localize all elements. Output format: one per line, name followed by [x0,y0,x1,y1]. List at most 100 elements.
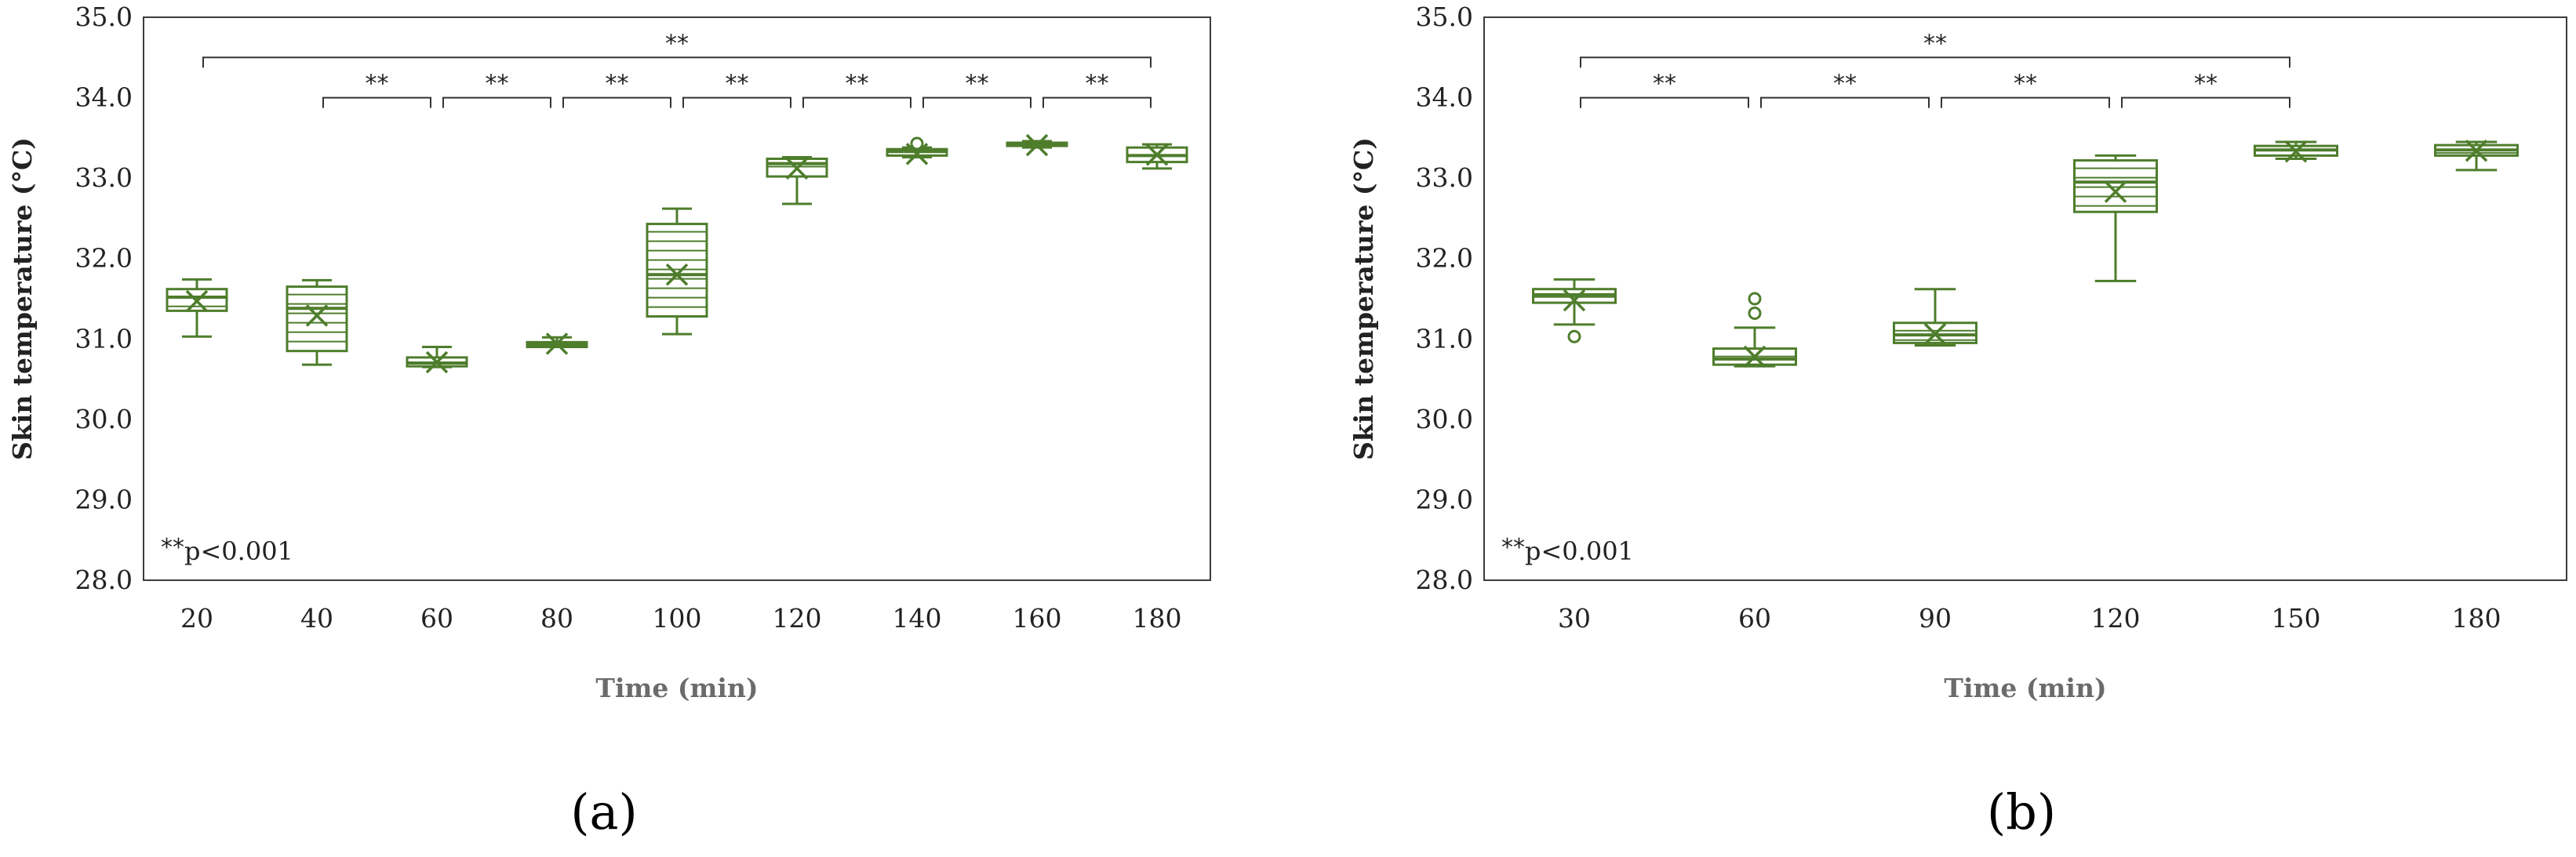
significance-label: ** [1086,71,1109,98]
y-tick-label: 35.0 [1416,2,1473,32]
y-tick-label: 30.0 [1416,404,1473,434]
mean-marker [905,143,929,165]
mean-marker [665,263,689,286]
box-160 [1006,133,1068,157]
mean-marker [2284,140,2308,163]
significance-bracket: ** [682,71,791,108]
note-stars: ** [161,534,184,561]
x-tick-label: 60 [420,603,453,634]
mean-marker [1025,133,1049,157]
bracket-line [1941,96,2110,108]
plot-frame [1483,16,2567,581]
box-150 [2254,140,2338,163]
significance-label: ** [846,71,869,98]
note-stars: ** [1501,534,1525,561]
p-value-note: **p<0.001 [161,534,293,566]
box-180 [1126,143,1188,170]
outlier-point [1748,292,1762,306]
significance-label: ** [1653,71,1676,98]
x-axis-title: Time (min) [1944,673,2106,703]
significance-bracket: ** [442,71,551,108]
box-30 [1532,278,1617,343]
outlier-point [1567,329,1581,343]
box-60 [1712,292,1797,369]
bracket-line [442,96,551,108]
significance-bracket: ** [1941,71,2110,108]
x-tick-label: 30 [1558,603,1591,634]
y-tick-label: 32.0 [75,243,133,274]
plot-frame [143,16,1211,581]
y-tick-label: 29.0 [1416,484,1473,514]
x-tick-label: 120 [773,603,822,634]
mean-marker [1563,289,1586,312]
x-axis-title: Time (min) [595,673,758,703]
significance-bracket: ** [802,71,911,108]
x-tick-label: 60 [1738,603,1771,634]
box-80 [526,332,588,355]
significance-bracket: ** [562,71,671,108]
box-120 [766,155,828,205]
y-tick-label: 30.0 [75,404,133,434]
bracket-line [922,96,1031,108]
mean-marker [1923,322,1947,346]
note-text: p<0.001 [184,536,293,566]
significance-bracket: ** [322,71,431,108]
outlier-point [910,136,924,151]
significance-bracket: ** [1580,71,1749,108]
panel-a: 28.0 29.0 30.0 31.0 32.0 33.0 34.0 35.0 20 40 60 80… [7,2,1211,841]
significance-label: ** [2194,71,2218,98]
x-tick-label: 20 [180,603,213,634]
x-tick-label: 160 [1013,603,1062,634]
panel-b: 28.0 29.0 30.0 31.0 32.0 33.0 34.0 35.0 30 60 90 12… [1348,2,2567,841]
bracket-line [562,96,671,108]
mean-marker [185,289,209,313]
y-tick-label: 33.0 [1416,162,1473,193]
bracket-line [322,96,431,108]
significance-bracket: ** [1580,30,2290,68]
y-tick-label: 28.0 [75,565,133,595]
x-tick-label: 40 [300,603,333,634]
bracket-line [682,96,791,108]
mean-marker [785,157,809,180]
box-20 [166,278,228,338]
box-100 [646,207,708,336]
significance-label: ** [606,71,629,98]
significance-label: ** [486,71,509,98]
x-tick-label: 180 [1133,603,1182,634]
box-body [286,285,348,353]
y-axis-title: Skin temperature (°C) [1348,137,1379,460]
y-tick-label: 33.0 [75,162,133,193]
outlier-point [1748,306,1762,320]
box-120 [2073,154,2158,282]
box-180 [2434,140,2519,172]
significance-bracket: ** [2121,71,2290,108]
x-tick-label: 140 [893,603,942,634]
y-tick-label: 31.0 [1416,323,1473,354]
panel-label: (b) [1987,783,2056,841]
mean-marker [2465,140,2488,162]
y-tick-label: 31.0 [75,323,133,354]
x-tick-label: 90 [1919,603,1952,634]
mean-marker [1145,143,1169,166]
y-tick-label: 28.0 [1416,565,1473,595]
y-axis-title: Skin temperature (°C) [7,137,38,460]
significance-label: ** [2014,71,2037,98]
significance-bracket: ** [1042,71,1152,108]
mean-marker [2104,180,2127,203]
x-tick-label: 180 [2452,603,2501,634]
y-tick-label: 34.0 [1416,82,1473,113]
significance-label: ** [1833,71,1857,98]
bracket-line [202,56,1152,68]
significance-label: ** [1923,30,1947,57]
bracket-line [802,96,911,108]
mean-marker [1743,345,1766,369]
bracket-line [1580,96,1749,108]
significance-label: ** [665,30,689,57]
y-tick-label: 34.0 [75,82,133,113]
x-tick-label: 80 [540,603,573,634]
x-tick-label: 150 [2272,603,2321,634]
box-90 [1893,288,1977,347]
x-tick-label: 120 [2091,603,2141,634]
significance-label: ** [966,71,989,98]
